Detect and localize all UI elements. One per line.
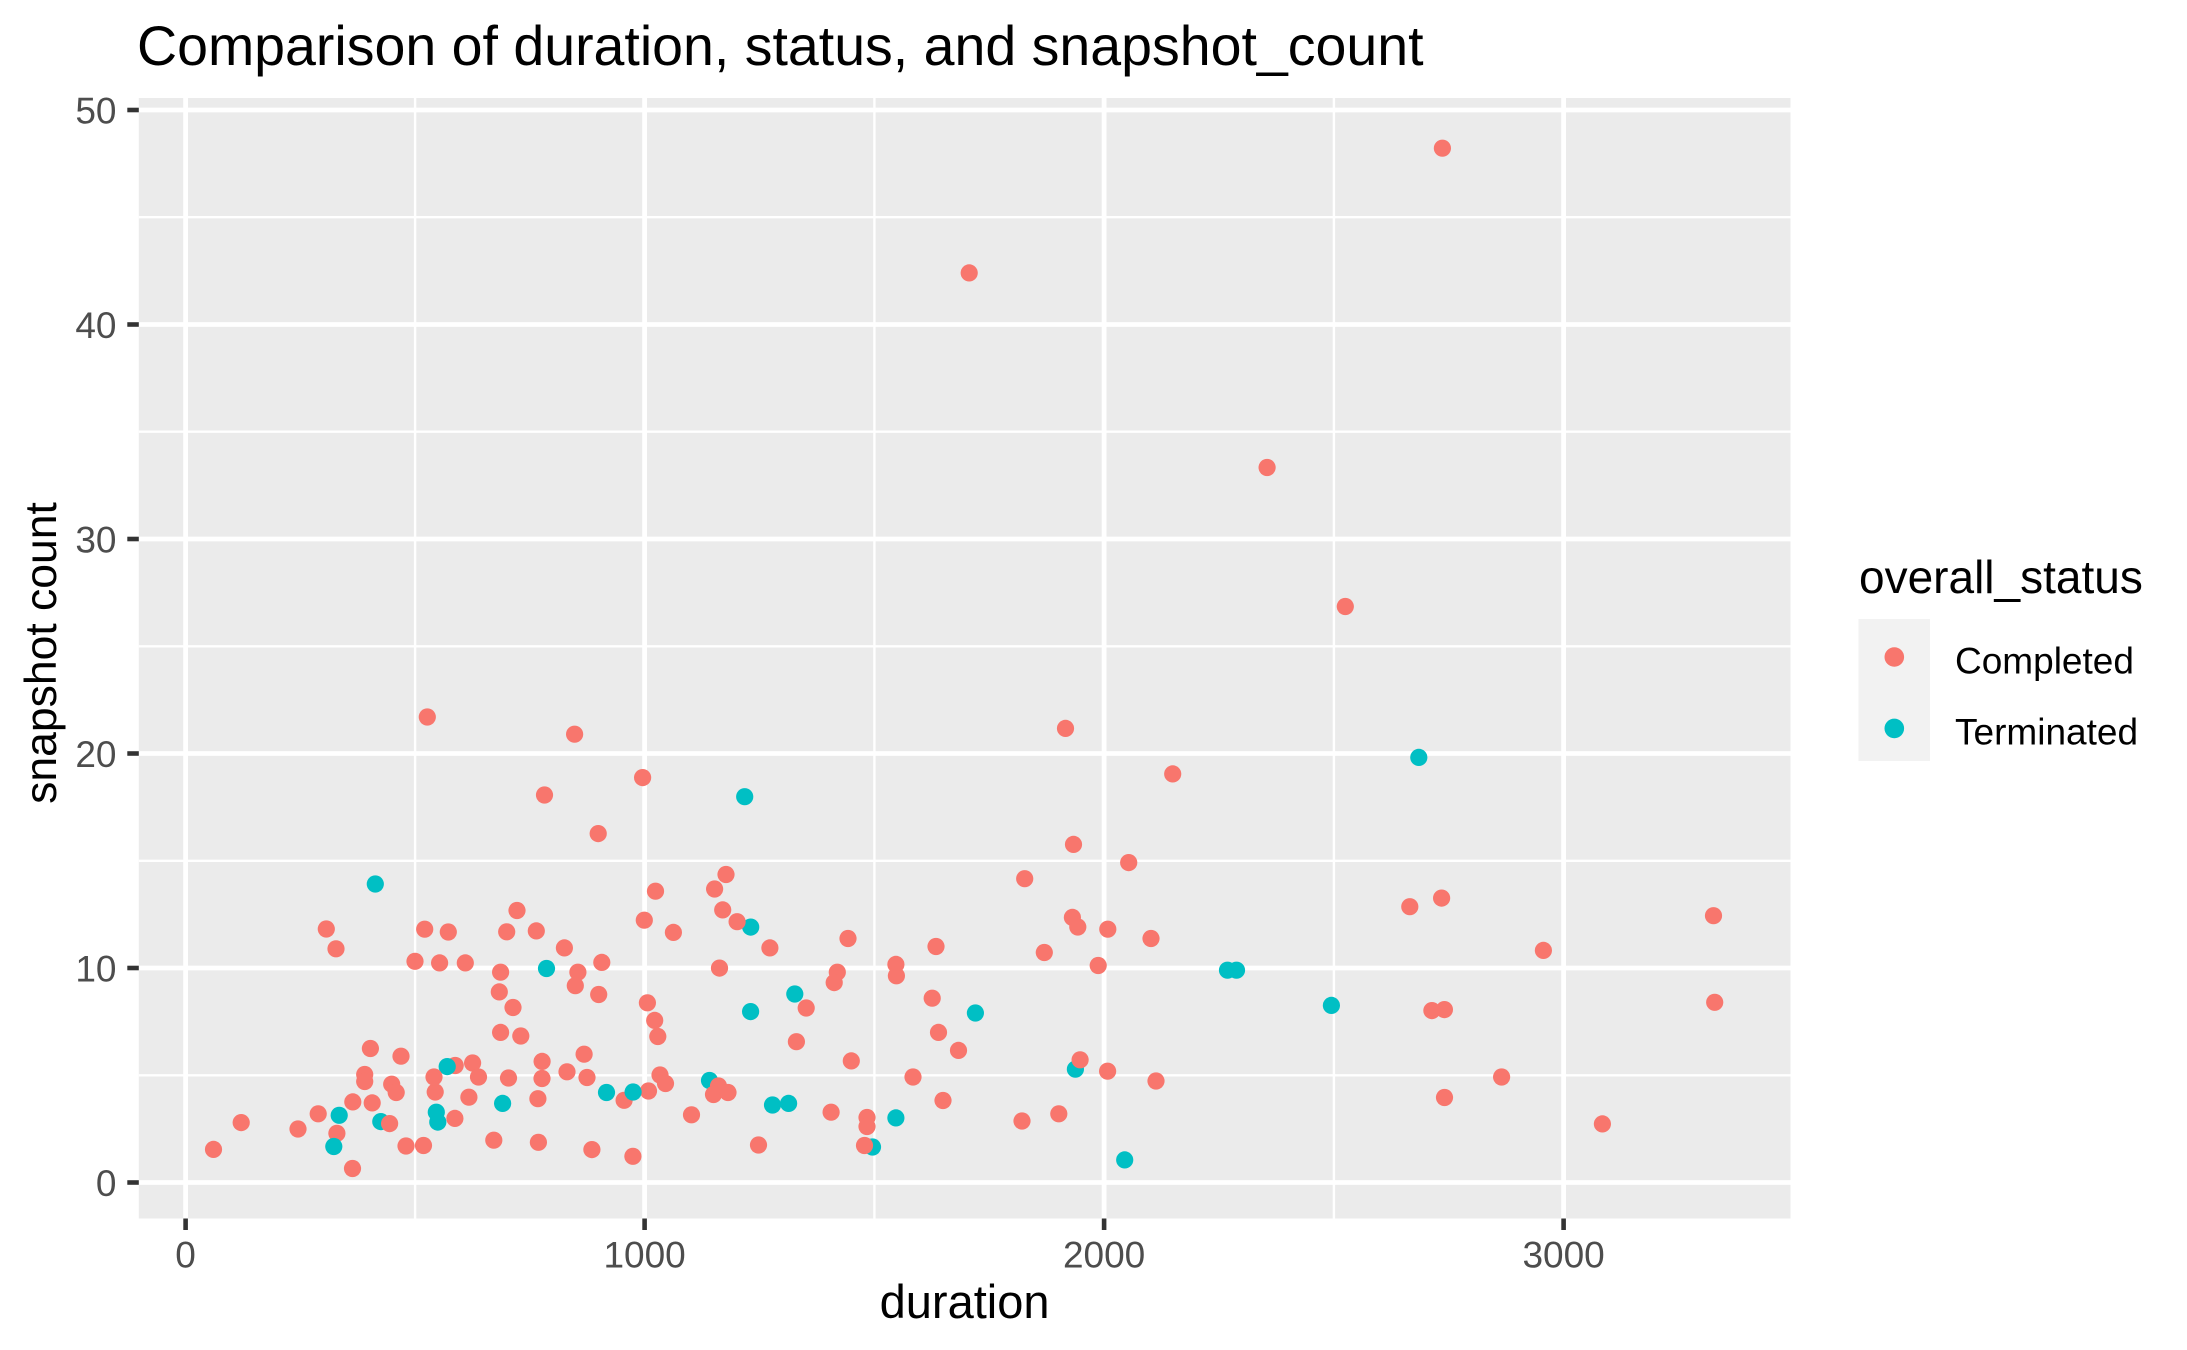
svg-text:3000: 3000	[1522, 1234, 1604, 1275]
svg-text:20: 20	[75, 734, 116, 775]
svg-text:50: 50	[75, 90, 116, 131]
svg-text:10: 10	[75, 948, 116, 989]
svg-text:overall_status: overall_status	[1859, 551, 2143, 603]
svg-text:Comparison of duration, status: Comparison of duration, status, and snap…	[137, 15, 1424, 77]
svg-text:snapshot count: snapshot count	[17, 501, 66, 803]
svg-text:duration: duration	[880, 1275, 1050, 1328]
svg-text:30: 30	[75, 519, 116, 560]
svg-text:0: 0	[175, 1234, 196, 1275]
svg-text:Completed: Completed	[1955, 641, 2134, 682]
svg-text:1000: 1000	[603, 1234, 685, 1275]
svg-text:0: 0	[96, 1163, 117, 1204]
svg-text:2000: 2000	[1063, 1234, 1145, 1275]
svg-text:40: 40	[75, 305, 116, 346]
svg-text:Terminated: Terminated	[1955, 712, 2138, 753]
